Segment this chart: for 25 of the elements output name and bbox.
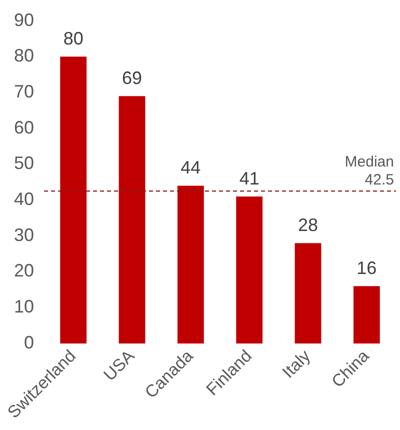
y-tick-label: 10 (14, 296, 34, 317)
bar (177, 186, 204, 344)
x-tick-label: Italy (278, 346, 314, 382)
bar (353, 286, 380, 344)
bar (60, 56, 87, 344)
ref-line-label: Median 42.5 (344, 154, 394, 189)
data-label: 16 (356, 258, 377, 278)
y-tick-label: 90 (14, 10, 34, 30)
bar (118, 96, 146, 344)
y-tick-label: 0 (24, 332, 34, 352)
y-tick-label: 70 (14, 81, 34, 102)
y-tick-label: 40 (14, 189, 34, 210)
data-label: 69 (122, 68, 142, 88)
y-tick-label: 60 (14, 117, 34, 138)
data-label: 41 (239, 168, 260, 188)
y-tick-label: 20 (14, 260, 34, 281)
data-label: 28 (298, 215, 318, 236)
bar (294, 243, 322, 344)
data-label: 80 (63, 28, 84, 49)
x-tick-label: USA (100, 346, 139, 385)
y-tick-label: 80 (14, 46, 34, 66)
y-tick-label: 50 (14, 153, 34, 174)
bar (236, 196, 263, 344)
y-tick-label: 30 (14, 224, 34, 245)
data-label: 44 (180, 158, 201, 178)
